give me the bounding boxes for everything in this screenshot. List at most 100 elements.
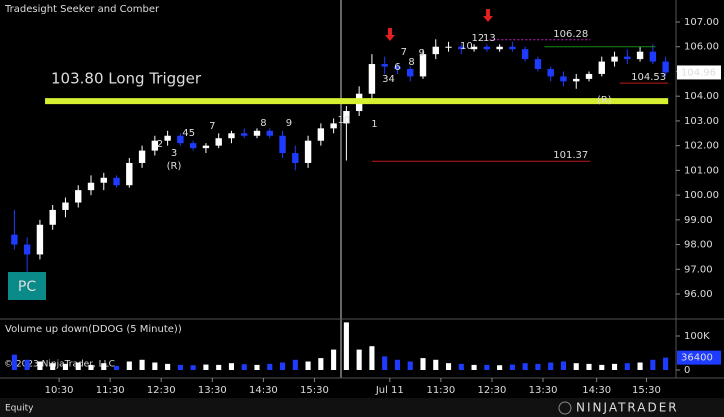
x-tick-label: Jul 11	[375, 385, 404, 396]
volume-bar	[152, 362, 158, 370]
count-label: 7	[209, 121, 215, 132]
last-volume-box	[677, 350, 721, 365]
instrument-tab[interactable]: Equity	[5, 404, 34, 414]
candle-body	[662, 61, 669, 73]
x-tick-label: 12:30	[147, 385, 176, 396]
volume-tick-label: 100K	[684, 331, 710, 342]
candle-body	[496, 46, 503, 50]
count-label: 6	[394, 62, 400, 73]
candle-body	[624, 56, 631, 60]
x-tick-label: 11:30	[426, 385, 455, 396]
candle-body	[509, 46, 516, 50]
candle-body	[394, 66, 401, 69]
x-tick-label: 13:30	[529, 385, 558, 396]
volume-bar	[637, 362, 643, 370]
candle-body	[483, 46, 491, 50]
candle-body	[458, 46, 465, 50]
volume-bar	[535, 363, 541, 370]
volume-bar	[573, 363, 579, 370]
count-label: 10	[337, 115, 350, 126]
candle-body	[547, 68, 554, 77]
volume-bar	[343, 322, 349, 370]
volume-bar	[279, 362, 286, 370]
volume-bar	[650, 359, 656, 370]
candle-body	[11, 234, 18, 245]
pc-button-label[interactable]: PC	[18, 279, 36, 295]
count-label: 9	[286, 118, 292, 129]
volume-bar	[190, 365, 196, 370]
candle-body	[573, 78, 580, 82]
candle-body	[215, 138, 222, 146]
candle-body	[419, 54, 427, 77]
candle-body	[75, 190, 82, 203]
last-volume: 36400	[681, 353, 713, 364]
y-tick-label: 104.00	[684, 91, 719, 102]
candle-body	[241, 133, 248, 136]
volume-bar	[663, 357, 669, 370]
pc-button[interactable]	[8, 272, 46, 300]
volume-bar	[548, 362, 554, 370]
status-bar	[0, 398, 724, 417]
y-tick-label: 102.00	[684, 141, 719, 152]
last-price: 104.96	[681, 67, 716, 78]
candle-body	[598, 61, 605, 74]
x-tick-label: 12:30	[478, 385, 507, 396]
level-label: 101.37	[553, 150, 588, 161]
candle-body	[279, 135, 286, 154]
logo: NINJATRADER	[576, 401, 679, 415]
count-label: 4	[182, 128, 188, 139]
volume-bar	[292, 359, 298, 370]
candle-body	[100, 177, 107, 183]
candle-body	[368, 64, 376, 94]
x-tick-label: 15:30	[300, 385, 329, 396]
volume-bar	[331, 349, 337, 370]
volume-bar	[420, 358, 426, 370]
volume-bar	[497, 365, 503, 370]
count-label: 7	[401, 47, 407, 58]
logo-icon	[558, 401, 572, 415]
volume-bar	[611, 363, 618, 370]
candle-body	[636, 51, 644, 60]
volume-bar	[75, 362, 81, 370]
volume-bar	[305, 361, 311, 370]
candle-body	[407, 68, 414, 77]
candle-body	[62, 202, 69, 210]
volume-bar	[599, 364, 605, 370]
y-tick-label: 101.00	[684, 165, 719, 176]
candle-body	[228, 133, 235, 139]
candle-body	[649, 51, 657, 62]
y-tick-label: 96.00	[684, 289, 713, 300]
count-label: 1	[371, 119, 377, 130]
volume-bar	[356, 349, 362, 370]
x-tick-label: 13:30	[198, 385, 227, 396]
count-label: 8	[408, 57, 414, 68]
signal-arrow	[483, 9, 493, 22]
y-tick-label: 106.00	[684, 42, 719, 53]
x-tick-label: 10:30	[45, 385, 74, 396]
volume-bar	[62, 363, 69, 370]
volume-title: Volume up down(DDOG (5 Minute))	[5, 324, 182, 335]
count-label: (R)	[167, 161, 182, 172]
count-label: 10	[460, 41, 473, 52]
count-label: 34	[382, 74, 395, 85]
y-tick-label: 98.00	[684, 240, 713, 251]
candle-body	[611, 56, 618, 62]
volume-bar	[445, 363, 452, 370]
candle-body	[330, 123, 337, 129]
candle-body	[292, 153, 299, 163]
volume-bar	[113, 365, 120, 370]
volume-bar	[407, 361, 413, 370]
volume-bar	[139, 359, 145, 370]
volume-bar	[369, 346, 375, 370]
volume-bar	[394, 359, 401, 370]
level-label: 106.28	[553, 29, 588, 40]
volume-bar	[522, 363, 528, 370]
volume-bar	[560, 361, 567, 370]
x-tick-label: 14:30	[249, 385, 278, 396]
volume-bar	[458, 363, 464, 370]
level-label: 104.53	[631, 72, 666, 83]
volume-bar	[228, 363, 235, 370]
candle-body	[253, 130, 261, 136]
y-tick-label: 100.00	[684, 190, 719, 201]
count-label: 12	[472, 33, 485, 44]
